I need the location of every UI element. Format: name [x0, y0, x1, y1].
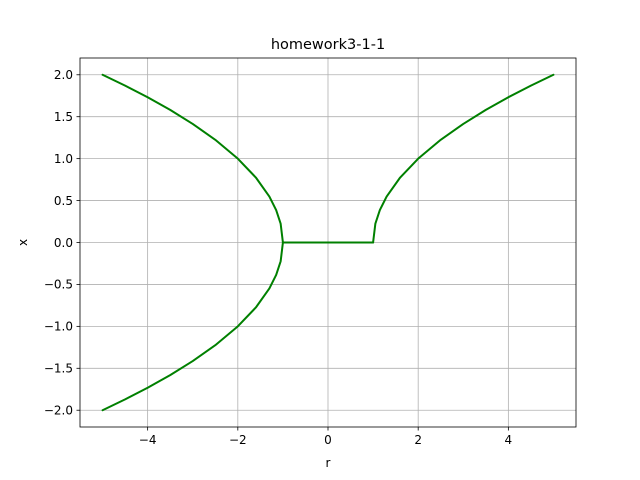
x-axis-label: r [326, 456, 331, 470]
y-tick-label: 1.5 [54, 110, 73, 124]
series-line-2 [101, 241, 284, 412]
y-axis-ticks: −2.0 −1.5 −1.0 −0.5 0.0 0.5 1.0 1.5 2.0 [44, 68, 80, 418]
series-layer [101, 73, 555, 412]
y-tick-label: −0.5 [44, 278, 73, 292]
x-axis-ticks: −4 −2 0 2 4 [139, 427, 512, 447]
y-axis-label: x [16, 239, 30, 246]
x-tick-label: −4 [139, 433, 157, 447]
x-tick-label: 4 [505, 433, 513, 447]
y-tick-label: −1.5 [44, 362, 73, 376]
y-tick-label: 1.0 [54, 152, 73, 166]
series-line-1 [101, 73, 284, 244]
grid [80, 58, 576, 427]
y-tick-label: 0.0 [54, 236, 73, 250]
y-tick-label: 0.5 [54, 194, 73, 208]
y-tick-label: 2.0 [54, 68, 73, 82]
x-tick-label: 2 [414, 433, 422, 447]
y-tick-label: −1.0 [44, 320, 73, 334]
x-tick-label: −2 [229, 433, 247, 447]
y-tick-label: −2.0 [44, 404, 73, 418]
x-tick-label: 0 [324, 433, 332, 447]
chart-title: homework3-1-1 [271, 37, 385, 53]
series-line-4 [372, 73, 555, 244]
